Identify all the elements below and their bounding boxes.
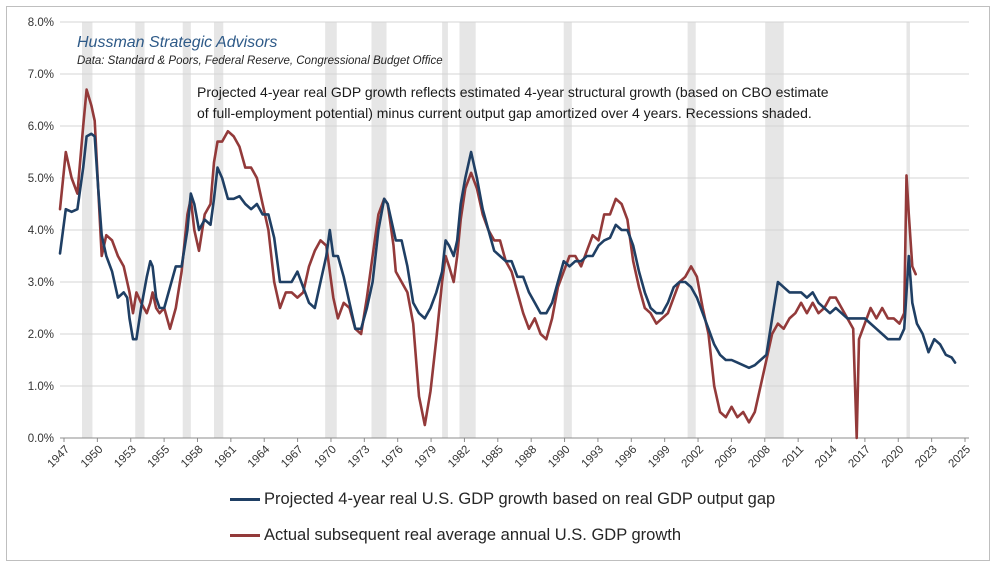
legend-item-projected: Projected 4-year real U.S. GDP growth ba… xyxy=(230,488,775,510)
y-tick-label: 2.0% xyxy=(28,329,54,341)
annotation-line-2: of full-employment potential) minus curr… xyxy=(197,105,812,121)
x-tick-label: 1993 xyxy=(579,444,606,471)
y-tick-label: 1.0% xyxy=(28,381,54,393)
legend-label-projected: Projected 4-year real U.S. GDP growth ba… xyxy=(264,489,776,508)
chart-title: Hussman Strategic Advisors xyxy=(77,34,277,51)
y-tick-label: 0.0% xyxy=(28,433,54,445)
legend-label-actual: Actual subsequent real average annual U.… xyxy=(264,525,682,544)
y-tick-label: 8.0% xyxy=(28,17,54,29)
x-tick-label: 2005 xyxy=(713,444,740,471)
chart-subtitle: Data: Standard & Poors, Federal Reserve,… xyxy=(77,55,443,67)
x-tick-label: 2002 xyxy=(680,444,707,471)
x-tick-label: 2025 xyxy=(947,444,974,471)
legend-swatch-projected xyxy=(230,497,260,501)
x-tick-label: 2017 xyxy=(846,444,873,471)
annotation-line-1: Projected 4-year real GDP growth reflect… xyxy=(197,84,829,100)
x-tick-label: 2023 xyxy=(913,444,940,471)
x-axis-ticks: 1947 1950 1953 1955 1958 1961 1964 1967 1970 1973… xyxy=(46,438,974,471)
x-tick-label: 1996 xyxy=(613,444,640,471)
x-tick-label: 1985 xyxy=(479,444,506,471)
x-tick-label: 2014 xyxy=(813,443,840,470)
legend-item-actual: Actual subsequent real average annual U.… xyxy=(230,524,775,546)
x-tick-label: 1976 xyxy=(379,444,406,471)
x-tick-label: 1961 xyxy=(212,444,239,471)
x-tick-label: 1964 xyxy=(246,443,273,470)
y-tick-label: 3.0% xyxy=(28,277,54,289)
y-axis-ticks: 0.0% 1.0% 2.0% 3.0% 4.0% 5.0% 6.0% 7.0% 8.0% xyxy=(28,17,54,445)
y-tick-label: 7.0% xyxy=(28,69,54,81)
y-tick-label: 6.0% xyxy=(28,121,54,133)
x-tick-label: 1958 xyxy=(179,444,206,471)
x-tick-label: 1973 xyxy=(346,444,373,471)
x-tick-label: 1955 xyxy=(146,444,173,471)
x-tick-label: 1947 xyxy=(46,444,73,471)
series-line-projected xyxy=(58,132,957,370)
x-tick-label: 1953 xyxy=(112,444,139,471)
x-tick-label: 1979 xyxy=(413,444,440,471)
x-tick-label: 2011 xyxy=(780,444,806,470)
x-tick-label: 2008 xyxy=(746,444,773,471)
legend: Projected 4-year real U.S. GDP growth ba… xyxy=(230,488,775,560)
y-tick-label: 5.0% xyxy=(28,173,54,185)
x-tick-label: 1970 xyxy=(313,444,340,471)
y-tick-label: 4.0% xyxy=(28,225,54,237)
x-tick-label: 1990 xyxy=(546,444,573,471)
x-tick-label: 1999 xyxy=(646,444,673,471)
x-tick-label: 2020 xyxy=(880,444,907,471)
legend-swatch-actual xyxy=(230,533,260,537)
x-tick-label: 1988 xyxy=(513,444,540,471)
x-tick-label: 1967 xyxy=(279,444,306,471)
x-tick-label: 1950 xyxy=(79,444,106,471)
series-lines xyxy=(58,88,957,440)
x-tick-label: 1982 xyxy=(446,444,473,471)
